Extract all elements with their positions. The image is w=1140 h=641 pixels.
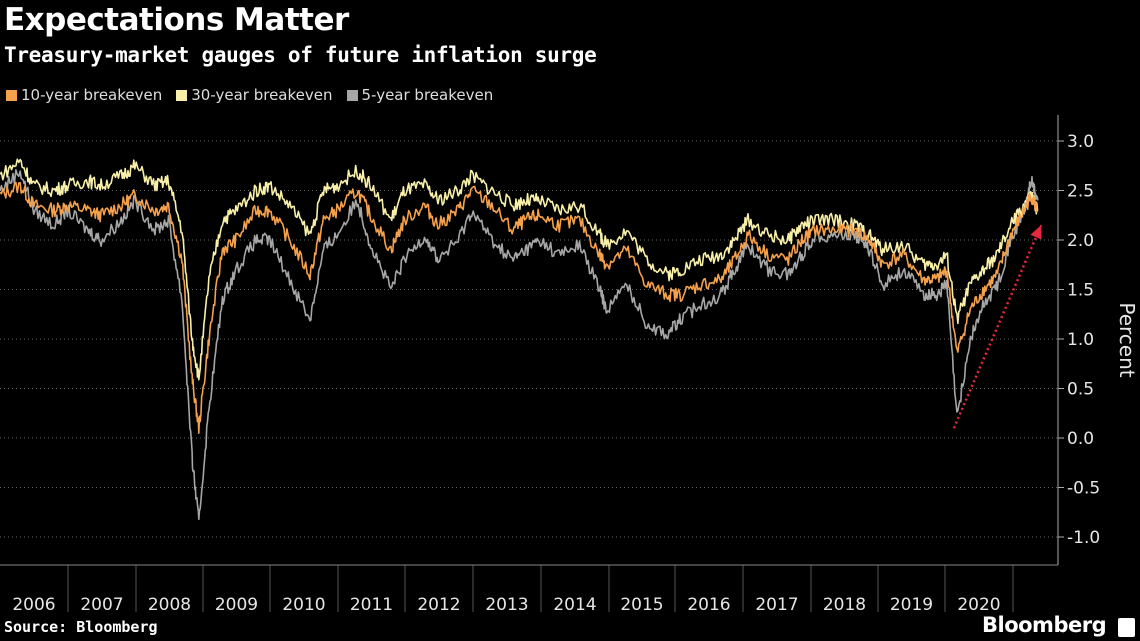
x-tick-label: 2011 xyxy=(350,595,393,615)
annotation-arrow-head xyxy=(1030,225,1042,240)
legend-item-30y: 30-year breakeven xyxy=(176,86,333,104)
bloomberg-logo: Bloomberg xyxy=(982,613,1107,637)
legend-label-5y: 5-year breakeven xyxy=(361,86,494,104)
legend-swatch-30y xyxy=(176,89,188,101)
x-tick-label: 2016 xyxy=(687,595,730,615)
legend-item-5y: 5-year breakeven xyxy=(346,86,494,104)
legend-item-10y: 10-year breakeven xyxy=(6,86,162,104)
x-tick-label: 2019 xyxy=(890,595,933,615)
x-tick-label: 2018 xyxy=(823,595,866,615)
annotation-arrow-line xyxy=(952,224,1043,429)
x-tick-label: 2017 xyxy=(755,595,798,615)
legend: 10-year breakeven 30-year breakeven 5-ye… xyxy=(6,86,493,104)
x-tick-label: 2014 xyxy=(553,595,596,615)
x-tick-label: 2008 xyxy=(148,595,191,615)
y-tick-label: 2.0 xyxy=(1067,231,1094,251)
x-tick-label: 2012 xyxy=(417,595,460,615)
y-tick-label: 2.5 xyxy=(1067,182,1094,202)
y-axis-label: Percent xyxy=(1115,302,1139,377)
series-line-10y xyxy=(0,181,1039,435)
legend-swatch-10y xyxy=(6,89,17,101)
x-tick-label: 2009 xyxy=(215,595,258,615)
chart-title: Expectations Matter xyxy=(4,2,349,38)
x-tick-label: 2007 xyxy=(80,595,123,615)
x-tick-label: 2020 xyxy=(957,595,1000,615)
legend-label-10y: 10-year breakeven xyxy=(21,86,163,104)
y-tick-label: 3.0 xyxy=(1067,132,1094,152)
y-tick-label: -1.0 xyxy=(1067,528,1100,548)
series-line-30y xyxy=(0,158,1039,381)
x-tick-label: 2013 xyxy=(485,595,528,615)
bloomberg-logo-icon xyxy=(1118,618,1135,637)
y-tick-label: -0.5 xyxy=(1067,479,1100,499)
y-tick-label: 1.0 xyxy=(1067,330,1094,350)
y-tick-label: 0.5 xyxy=(1067,380,1094,400)
x-tick-label: 2010 xyxy=(282,595,325,615)
source-note: Source: Bloomberg xyxy=(4,618,158,636)
y-tick-label: 1.5 xyxy=(1067,281,1094,301)
chart-subtitle: Treasury-market gauges of future inflati… xyxy=(4,43,597,67)
x-tick-label: 2015 xyxy=(620,595,663,615)
y-tick-label: 0.0 xyxy=(1067,429,1094,449)
series-line-5y xyxy=(0,169,1039,521)
x-tick-label: 2006 xyxy=(12,595,55,615)
legend-label-30y: 30-year breakeven xyxy=(191,86,333,104)
legend-swatch-5y xyxy=(346,89,358,101)
